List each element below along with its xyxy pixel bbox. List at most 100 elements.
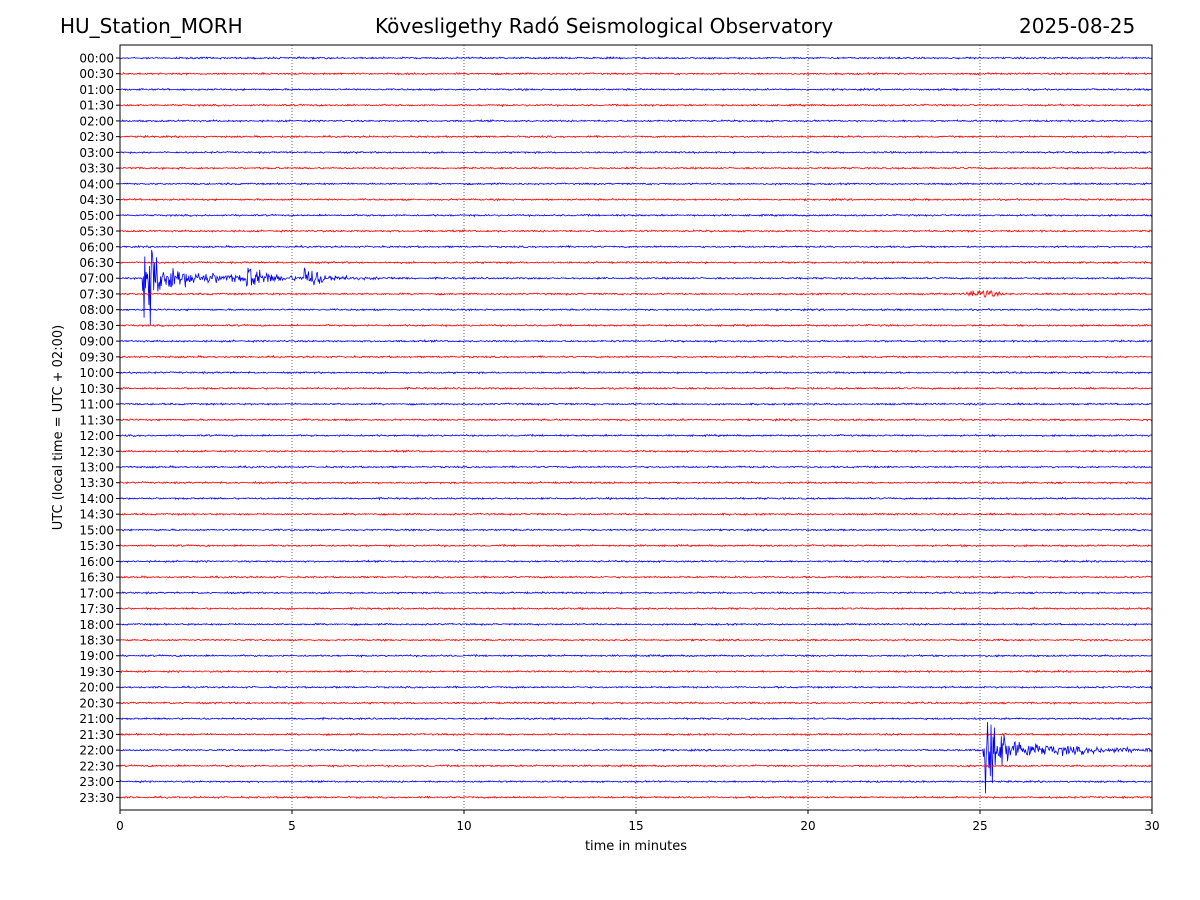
trace-0930	[119, 354, 1153, 359]
trace-0430	[119, 197, 1153, 202]
trace-1300	[119, 464, 1153, 469]
chart-date: 2025-08-25	[1019, 14, 1136, 38]
y-tick-label: 19:00	[79, 649, 114, 663]
y-tick-label: 00:30	[79, 67, 114, 81]
y-tick-label: 02:00	[79, 114, 114, 128]
trace-0800	[119, 307, 1153, 312]
y-tick-label: 15:30	[79, 539, 114, 553]
y-tick-label: 20:00	[79, 681, 114, 695]
trace-1800	[119, 622, 1153, 627]
trace-0700	[119, 249, 1153, 326]
trace-0730	[119, 289, 1153, 298]
y-tick-label: 03:00	[79, 146, 114, 160]
trace-1930	[119, 669, 1153, 674]
y-tick-label: 22:30	[79, 759, 114, 773]
y-tick-label: 20:30	[79, 696, 114, 710]
trace-1630	[119, 575, 1153, 579]
y-tick-label: 12:30	[79, 445, 114, 459]
trace-2000	[119, 685, 1153, 690]
trace-2300	[119, 779, 1153, 784]
y-tick-label: 21:30	[79, 728, 114, 742]
y-tick-label: 19:30	[79, 665, 114, 679]
x-tick-label: 20	[800, 819, 815, 833]
y-tick-label: 09:00	[79, 335, 114, 349]
x-axis-label: time in minutes	[585, 839, 687, 854]
trace-0400	[119, 182, 1153, 186]
y-tick-label: 17:30	[79, 602, 114, 616]
y-tick-label: 14:30	[79, 508, 114, 522]
trace-0900	[119, 339, 1153, 344]
trace-0000	[119, 56, 1153, 60]
y-tick-label: 04:30	[79, 193, 114, 207]
trace-1900	[119, 653, 1153, 658]
y-tick-label: 06:00	[79, 240, 114, 254]
y-axis-label: UTC (local time = UTC + 02:00)	[51, 325, 66, 530]
y-tick-label: 22:00	[79, 744, 114, 758]
trace-1130	[119, 417, 1153, 422]
trace-1400	[119, 496, 1153, 501]
y-tick-label: 03:30	[79, 162, 114, 176]
trace-2330	[119, 795, 1153, 800]
x-axis-ticks: 0 5 10 15 20 25 30	[116, 810, 1160, 833]
trace-1430	[119, 512, 1153, 517]
y-tick-label: 00:00	[79, 52, 114, 66]
station-name: HU_Station_MORH	[60, 14, 243, 38]
trace-0030	[119, 71, 1153, 76]
y-tick-label: 05:00	[79, 209, 114, 223]
y-tick-label: 08:30	[79, 319, 114, 333]
trace-1730	[119, 606, 1153, 611]
y-tick-label: 10:30	[79, 382, 114, 396]
trace-0100	[119, 87, 1153, 92]
trace-0500	[119, 213, 1153, 218]
y-tick-label: 07:30	[79, 287, 114, 301]
trace-2100	[119, 716, 1153, 721]
y-tick-label: 18:30	[79, 634, 114, 648]
y-tick-label: 14:00	[79, 492, 114, 506]
x-tick-label: 10	[456, 819, 471, 833]
trace-0330	[119, 166, 1153, 171]
trace-2230	[119, 764, 1153, 769]
trace-1330	[119, 480, 1153, 485]
trace-0230	[119, 134, 1153, 139]
y-tick-label: 16:30	[79, 571, 114, 585]
trace-1100	[119, 402, 1153, 406]
y-tick-label: 02:30	[79, 130, 114, 144]
trace-0530	[119, 229, 1153, 233]
trace-0200	[119, 118, 1153, 123]
trace-0600	[119, 244, 1153, 249]
y-tick-label: 07:00	[79, 272, 114, 286]
y-tick-label: 17:00	[79, 586, 114, 600]
trace-1600	[119, 559, 1153, 564]
y-tick-label: 16:00	[79, 555, 114, 569]
y-tick-label: 13:30	[79, 476, 114, 490]
y-tick-label: 11:00	[79, 398, 114, 412]
y-tick-label: 09:30	[79, 350, 114, 364]
trace-2200	[119, 722, 1153, 794]
y-tick-label: 01:00	[79, 83, 114, 97]
trace-2130	[119, 732, 1153, 737]
x-tick-label: 25	[972, 819, 987, 833]
x-tick-label: 15	[628, 819, 643, 833]
y-tick-label: 21:00	[79, 712, 114, 726]
trace-1200	[119, 433, 1153, 438]
x-tick-label: 30	[1144, 819, 1159, 833]
y-tick-label: 13:00	[79, 460, 114, 474]
trace-1700	[119, 590, 1153, 595]
trace-1230	[119, 449, 1153, 454]
chart-title: Kövesligethy Radó Seismological Observat…	[375, 14, 834, 38]
y-tick-label: 05:30	[79, 225, 114, 239]
trace-0300	[119, 150, 1153, 155]
trace-1830	[119, 638, 1153, 642]
trace-1000	[119, 370, 1153, 375]
y-tick-label: 11:30	[79, 413, 114, 427]
trace-1030	[119, 386, 1153, 391]
y-tick-label: 18:00	[79, 618, 114, 632]
grid-lines	[291, 45, 981, 810]
trace-2030	[119, 700, 1153, 705]
y-tick-label: 08:00	[79, 303, 114, 317]
seismic-traces	[119, 56, 1153, 800]
x-tick-label: 5	[288, 819, 296, 833]
trace-1500	[119, 527, 1153, 532]
